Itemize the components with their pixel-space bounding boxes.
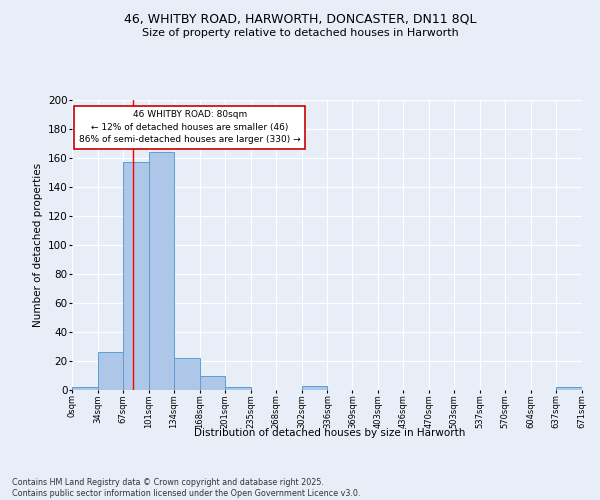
Bar [174, 358, 200, 390]
Bar [149, 152, 174, 390]
Bar [556, 387, 582, 390]
Bar [302, 386, 328, 390]
Bar [98, 352, 123, 390]
Text: 46 WHITBY ROAD: 80sqm
← 12% of detached houses are smaller (46)
86% of semi-deta: 46 WHITBY ROAD: 80sqm ← 12% of detached … [79, 110, 301, 144]
Bar [123, 162, 149, 390]
Text: Contains HM Land Registry data © Crown copyright and database right 2025.
Contai: Contains HM Land Registry data © Crown c… [12, 478, 361, 498]
Bar [72, 387, 98, 390]
Text: Distribution of detached houses by size in Harworth: Distribution of detached houses by size … [194, 428, 466, 438]
Text: Size of property relative to detached houses in Harworth: Size of property relative to detached ho… [142, 28, 458, 38]
Y-axis label: Number of detached properties: Number of detached properties [32, 163, 43, 327]
Bar [200, 376, 225, 390]
Text: 46, WHITBY ROAD, HARWORTH, DONCASTER, DN11 8QL: 46, WHITBY ROAD, HARWORTH, DONCASTER, DN… [124, 12, 476, 26]
Bar [225, 387, 251, 390]
